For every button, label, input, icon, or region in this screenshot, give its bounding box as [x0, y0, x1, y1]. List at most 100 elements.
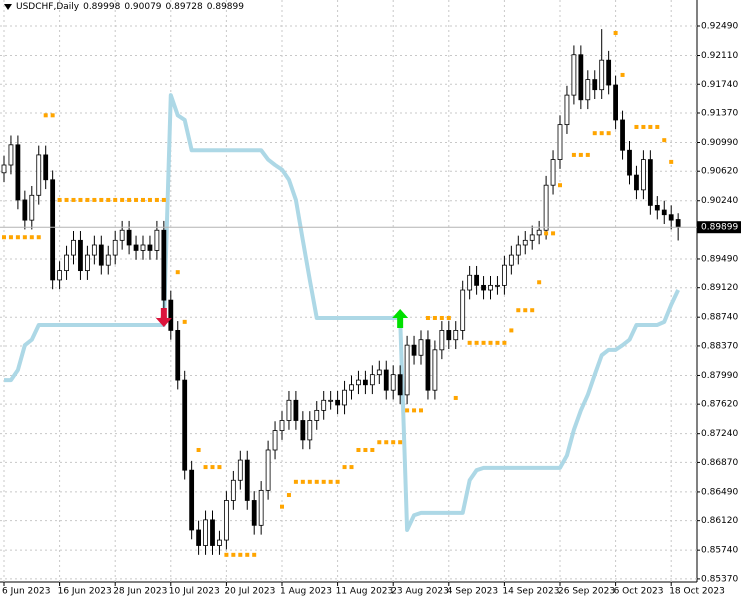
indicator-dot: [196, 447, 201, 452]
indicator-dot: [641, 124, 646, 129]
y-tick-label: 0.90990: [701, 138, 738, 148]
y-tick-label: 0.87620: [701, 400, 738, 410]
candle-body: [432, 349, 438, 391]
indicator-dot: [238, 552, 243, 557]
open-value: 0.89998: [83, 2, 121, 12]
candle-body: [140, 244, 146, 251]
candle-body: [244, 459, 250, 501]
indicator-dot: [620, 72, 625, 77]
candle-body: [321, 399, 327, 411]
candle-body: [404, 344, 410, 396]
indicator-dot: [495, 340, 500, 345]
indicator-dot: [377, 440, 382, 445]
candle-body: [91, 244, 97, 256]
candle-body: [620, 119, 625, 151]
candle-body: [661, 209, 667, 216]
indicator-dot: [530, 308, 535, 313]
candle-body: [522, 239, 528, 246]
indicator-dot: [467, 340, 472, 345]
candle-body: [133, 244, 139, 251]
y-tick-label: 0.88370: [701, 341, 738, 351]
indicator-dot: [300, 479, 305, 484]
candle-body: [230, 479, 236, 501]
indicator-dot: [245, 552, 250, 557]
indicator-dot: [439, 315, 444, 320]
close-value: 0.89899: [206, 2, 244, 12]
candle-body: [300, 420, 306, 441]
indicator-dot: [481, 340, 486, 345]
indicator-dot: [328, 479, 333, 484]
candle-body: [85, 254, 90, 272]
y-tick-label: 0.91740: [701, 80, 738, 90]
candle-body: [328, 399, 334, 402]
y-tick-label: 0.89490: [701, 254, 738, 264]
indicator-dot: [509, 328, 514, 333]
indicator-dot: [210, 465, 215, 470]
indicator-dot: [43, 113, 48, 118]
candle-body: [397, 374, 403, 396]
candle-body: [606, 59, 612, 86]
indicator-dot: [22, 235, 27, 240]
candle-body: [390, 374, 396, 391]
indicator-dot: [662, 138, 667, 143]
x-tick-label: 28 Jun 2023: [113, 587, 167, 597]
candle-body: [446, 330, 452, 341]
candle-body: [342, 389, 347, 406]
x-tick-label: 6 Oct 2023: [614, 587, 664, 597]
candle-body: [508, 254, 514, 266]
y-tick-label: 0.86870: [701, 458, 738, 468]
y-tick-label: 0.87240: [701, 429, 738, 439]
candle-body: [8, 144, 14, 166]
indicator-dot: [224, 552, 229, 557]
x-tick-label: 16 Jun 2023: [58, 587, 112, 597]
candle-body: [50, 179, 56, 281]
indicator-dot: [161, 197, 166, 202]
indicator-dot: [613, 31, 618, 36]
candle-body: [203, 519, 208, 546]
candle-body: [585, 79, 591, 101]
indicator-dot: [502, 340, 507, 345]
candle-body: [474, 274, 480, 286]
candle-body: [425, 339, 431, 391]
candle-body: [196, 529, 202, 546]
indicator-dot: [599, 131, 604, 136]
candle-body: [515, 244, 521, 256]
candle-body: [634, 174, 639, 191]
candle-body: [71, 239, 76, 256]
y-tick-label: 0.85370: [701, 574, 738, 584]
candle-body: [105, 254, 111, 266]
indicator-dot: [384, 440, 389, 445]
candle-body: [481, 284, 486, 291]
y-tick-label: 0.88740: [701, 313, 738, 323]
candle-body: [362, 379, 368, 386]
candle-body: [126, 229, 132, 246]
candle-body: [217, 539, 222, 546]
candle-body: [64, 254, 69, 272]
candle-body: [668, 214, 674, 221]
candle-body: [349, 384, 354, 391]
candle-body: [495, 284, 500, 287]
indicator-dot: [85, 197, 90, 202]
indicator-dot: [356, 447, 361, 452]
signal-arrow: [155, 307, 172, 327]
candle-body: [453, 330, 459, 341]
candle-body: [168, 299, 174, 331]
indicator-dot: [578, 152, 583, 157]
indicator-dot: [405, 408, 410, 413]
candle-body: [119, 229, 125, 241]
candle-body: [251, 500, 257, 526]
indicator-dot: [453, 395, 458, 400]
candle-body: [265, 449, 271, 491]
candle-body: [29, 194, 35, 221]
menu-icon[interactable]: [4, 3, 12, 11]
indicator-dot: [516, 308, 521, 313]
candle-body: [564, 94, 570, 126]
indicator-dot: [147, 197, 152, 202]
indicator-dot: [425, 315, 430, 320]
candle-body: [613, 84, 618, 121]
candle-body: [57, 270, 62, 281]
candle-body: [599, 59, 605, 91]
candle-body: [237, 459, 243, 481]
candle-body: [383, 369, 389, 391]
